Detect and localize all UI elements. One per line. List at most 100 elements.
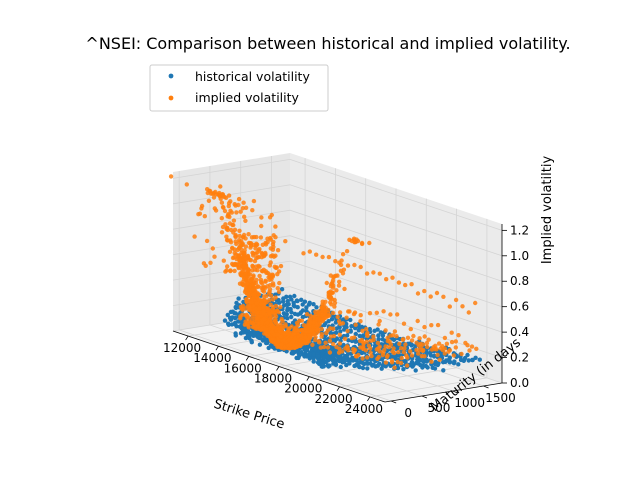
historical-vol-point-977 [329, 345, 334, 350]
implied-vol-point-1348 [249, 317, 254, 322]
implied-vol-point-1498 [251, 282, 256, 287]
implied-vol-point-1594 [309, 328, 315, 333]
historical-vol-point-361 [285, 316, 290, 321]
implied-vol-point-1740 [377, 271, 382, 276]
implied-vol-point-1407 [270, 247, 276, 252]
implied-vol-point-1630 [382, 347, 387, 353]
implied-vol-point-1525 [237, 239, 242, 245]
legend-marker-historical [168, 73, 174, 79]
implied-vol-point-1726 [469, 344, 475, 349]
implied-vol-point-1562 [292, 326, 297, 331]
implied-vol-point-1720 [436, 341, 442, 346]
implied-vol-point-71 [337, 279, 342, 284]
historical-vol-point-632 [344, 321, 349, 327]
implied-vol-point-1050 [331, 275, 336, 280]
implied-vol-point-314 [218, 184, 223, 189]
implied-vol-point-1459 [269, 329, 275, 334]
historical-vol-point-563 [276, 297, 281, 303]
historical-vol-point-1019 [316, 358, 322, 364]
implied-vol-point-1512 [274, 265, 279, 270]
implied-vol-point-1674 [403, 342, 408, 347]
implied-vol-point-1479 [270, 273, 276, 278]
implied-vol-point-904 [255, 284, 260, 290]
implied-vol-point-1448 [275, 248, 281, 253]
implied-vol-point-1742 [390, 275, 395, 280]
implied-vol-point-1334 [241, 277, 247, 282]
historical-vol-point-428 [346, 338, 351, 343]
z-tick-label-6: 1.2 [510, 223, 529, 237]
implied-vol-point-1250 [259, 320, 265, 325]
implied-vol-point-1564 [303, 335, 308, 340]
implied-vol-point-1435 [257, 264, 262, 269]
historical-vol-point-739 [243, 335, 249, 341]
implied-vol-point-1467 [228, 240, 234, 245]
historical-vol-point-667 [284, 294, 289, 299]
implied-vol-point-1256 [248, 277, 253, 283]
implied-vol-point-1474 [202, 214, 207, 219]
historical-vol-point-400 [432, 366, 438, 371]
implied-vol-point-712 [237, 228, 242, 233]
implied-vol-point-1719 [426, 337, 431, 342]
historical-vol-point-412 [284, 312, 289, 317]
implied-vol-point-1520 [233, 203, 238, 208]
historical-vol-point-148 [356, 360, 361, 365]
historical-vol-point-1008 [241, 330, 246, 335]
implied-vol-point-1258 [252, 258, 258, 264]
y-tick-label-2: 1000 [454, 396, 485, 410]
implied-vol-point-1248 [251, 274, 256, 280]
implied-vol-point-1471 [224, 226, 229, 232]
grid-line-z-2 [172, 260, 503, 333]
implied-vol-point-407 [367, 240, 372, 246]
grid-line-z-4 [172, 209, 503, 282]
historical-vol-point-950 [264, 340, 269, 346]
implied-vol-point-1731 [320, 254, 325, 260]
implied-vol-point-932 [236, 253, 242, 258]
implied-vol-point-1516 [228, 268, 233, 274]
implied-vol-point-1738 [364, 271, 370, 276]
implied-vol-point-1723 [449, 339, 455, 345]
historical-vol-point-71 [357, 364, 362, 370]
implied-vol-point-1763 [415, 318, 420, 324]
implied-vol-point-1469 [241, 200, 246, 205]
legend-box [149, 64, 329, 112]
implied-vol-point-1003 [227, 249, 233, 254]
implied-vol-point-1641 [345, 328, 350, 334]
implied-vol-point-1495 [273, 224, 278, 229]
historical-vol-point-413 [289, 314, 294, 320]
implied-vol-point-1446 [263, 240, 268, 246]
historical-vol-point-577 [329, 317, 335, 322]
implied-vol-point-869 [355, 238, 361, 244]
implied-vol-point-871 [308, 313, 313, 319]
implied-vol-point-1669 [340, 321, 346, 326]
implied-vol-point-1431 [259, 280, 264, 285]
implied-vol-point-1541 [360, 356, 365, 361]
implied-vol-point-1534 [310, 342, 315, 347]
legend-label-historical: historical volatility [195, 69, 310, 84]
historical-vol-point-633 [349, 324, 354, 329]
historical-vol-point-659 [447, 355, 452, 360]
implied-vol-point-1532 [286, 330, 292, 335]
implied-vol-point-334 [168, 174, 174, 179]
implied-vol-point-1049 [219, 200, 225, 205]
implied-vol-point-1729 [307, 249, 312, 254]
implied-vol-point-1080 [207, 188, 212, 193]
implied-vol-point-1412 [260, 288, 265, 293]
implied-vol-point-1768 [449, 330, 454, 335]
implied-vol-point-1559 [398, 360, 404, 366]
implied-vol-point-1382 [243, 236, 248, 241]
implied-vol-point-1642 [359, 337, 365, 343]
y-tick-3 [483, 385, 489, 389]
implied-vol-point-1545 [392, 365, 397, 370]
y-tick-label-0: 0 [404, 406, 412, 420]
implied-vol-point-1130 [319, 305, 324, 310]
implied-vol-point-1755 [473, 300, 478, 306]
implied-vol-point-1759 [388, 312, 393, 317]
y-tick-label-3: 1500 [485, 391, 516, 405]
implied-vol-point-1638 [316, 312, 321, 317]
historical-vol-point-152 [371, 362, 376, 368]
implied-vol-point-1433 [246, 323, 251, 329]
y-tick-label-1: 500 [427, 401, 450, 415]
implied-vol-point-901 [341, 267, 347, 272]
implied-vol-point-1389 [261, 309, 266, 314]
